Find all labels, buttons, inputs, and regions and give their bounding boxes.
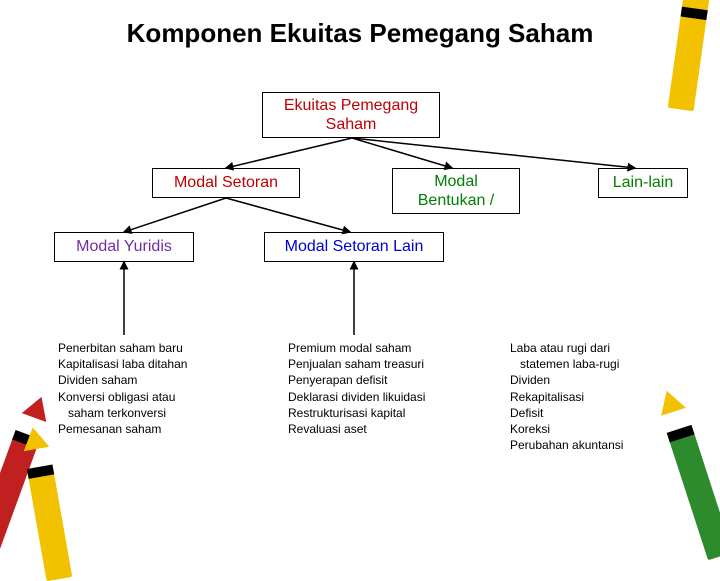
page-title: Komponen Ekuitas Pemegang Saham	[0, 18, 720, 49]
crayon-icon	[661, 408, 720, 561]
text-column-3: Laba atau rugi dari statemen laba-rugiDi…	[510, 340, 623, 453]
crayon-icon	[24, 447, 73, 581]
crayon-icon	[668, 0, 710, 111]
box-root: Ekuitas PemegangSaham	[262, 92, 440, 138]
connector-lines	[0, 0, 720, 540]
box-modal-setoran: Modal Setoran	[152, 168, 300, 198]
box-modal-bentukan: ModalBentukan /	[392, 168, 520, 214]
box-modal-yuridis: Modal Yuridis	[54, 232, 194, 262]
text-column-2: Premium modal sahamPenjualan saham treas…	[288, 340, 425, 437]
box-lain-lain: Lain-lain	[598, 168, 688, 198]
box-modal-setoran-lain: Modal Setoran Lain	[264, 232, 444, 262]
text-column-1: Penerbitan saham baruKapitalisasi laba d…	[58, 340, 187, 437]
